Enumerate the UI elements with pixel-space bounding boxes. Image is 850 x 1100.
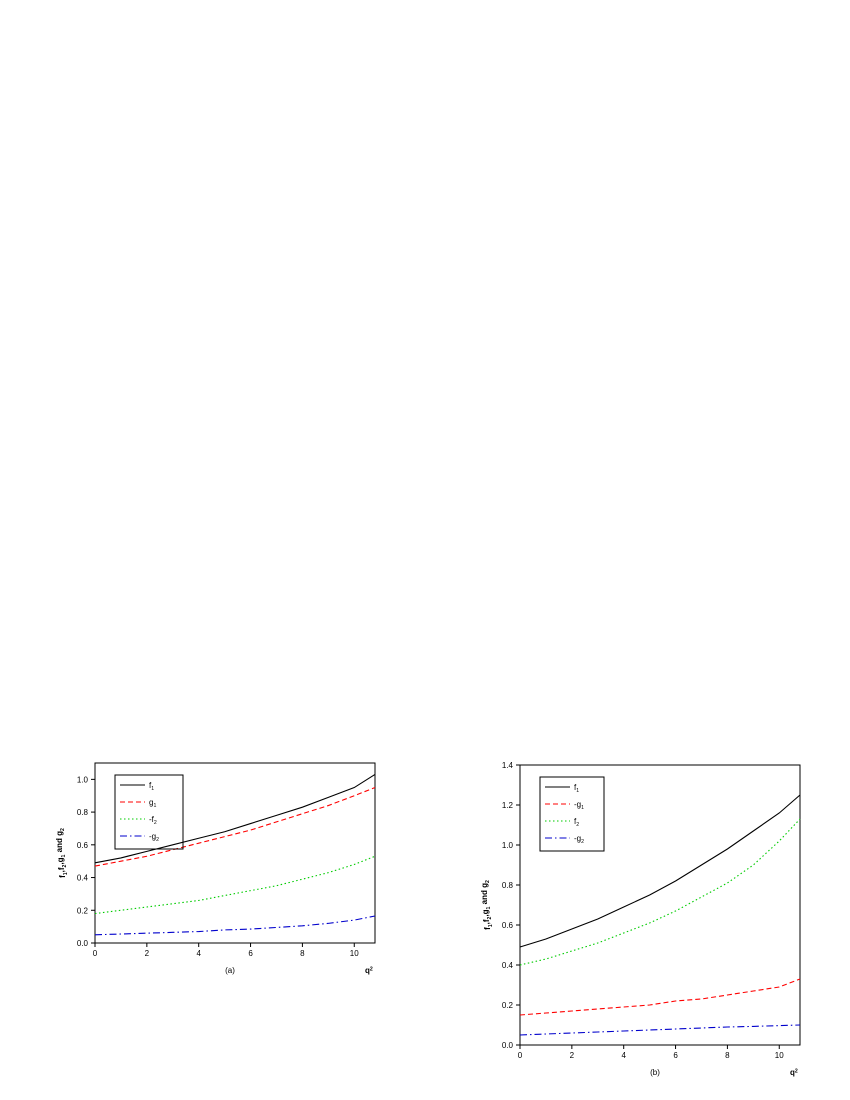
plot-frame <box>519 764 801 1046</box>
y-axis-label: f1,f2,g1 and g2 <box>480 880 494 930</box>
legend-label: -f2 <box>149 815 157 826</box>
x-axis-label: q2 <box>790 1068 798 1077</box>
y-tick-label: 0.8 <box>77 808 89 817</box>
x-axis-label: q2 <box>365 966 373 975</box>
legend-label: -g2 <box>149 832 159 843</box>
y-tick-label: 1.0 <box>502 841 514 850</box>
y-tick-label: 0.4 <box>502 961 514 970</box>
legend-frame <box>539 776 605 852</box>
plot-frame <box>94 762 376 944</box>
caption: (b) <box>650 1068 660 1077</box>
legend-label: -g2 <box>574 834 584 845</box>
series-line <box>519 818 801 966</box>
x-tick-label: 6 <box>248 949 253 958</box>
series-line <box>94 855 376 915</box>
legend-frame <box>114 774 184 850</box>
x-tick-label: 6 <box>673 1051 678 1060</box>
x-tick-label: 8 <box>725 1051 730 1060</box>
y-tick-label: 1.4 <box>502 761 514 770</box>
y-tick-label: 0.0 <box>77 939 89 948</box>
series-line <box>519 794 801 948</box>
x-tick-label: 0 <box>93 949 98 958</box>
legend-label: f1 <box>149 781 154 792</box>
y-tick-label: 0.6 <box>77 841 89 850</box>
x-tick-label: 0 <box>518 1051 523 1060</box>
x-tick-label: 8 <box>300 949 305 958</box>
y-axis-label: f1,f2,g1 and g2 <box>55 828 69 878</box>
y-tick-label: 0.0 <box>502 1041 514 1050</box>
x-tick-label: 10 <box>775 1051 784 1060</box>
series-line <box>94 787 376 867</box>
series-line <box>94 773 376 864</box>
y-tick-label: 0.8 <box>502 881 514 890</box>
x-tick-label: 2 <box>145 949 150 958</box>
x-tick-label: 4 <box>196 949 201 958</box>
series-line <box>519 1024 801 1036</box>
y-tick-label: 0.6 <box>502 921 514 930</box>
y-tick-label: 1.2 <box>502 801 514 810</box>
legend-label: -g1 <box>574 800 584 811</box>
legend-label: f2 <box>574 817 579 828</box>
legend: f1 g1 -f2 -g2 <box>114 774 184 850</box>
x-tick-label: 4 <box>621 1051 626 1060</box>
legend-label: g1 <box>149 798 156 809</box>
x-tick-label: 10 <box>350 949 359 958</box>
legend-label: f1 <box>574 783 579 794</box>
y-tick-label: 0.4 <box>77 874 89 883</box>
series-line <box>519 978 801 1016</box>
y-tick-label: 0.2 <box>77 906 89 915</box>
x-tick-label: 2 <box>570 1051 575 1060</box>
caption: (a) <box>225 966 235 975</box>
y-tick-label: 0.2 <box>502 1001 514 1010</box>
series-line <box>94 915 376 936</box>
y-tick-label: 1.0 <box>77 775 89 784</box>
legend: f1 -g1 f2 -g2 <box>539 776 605 852</box>
